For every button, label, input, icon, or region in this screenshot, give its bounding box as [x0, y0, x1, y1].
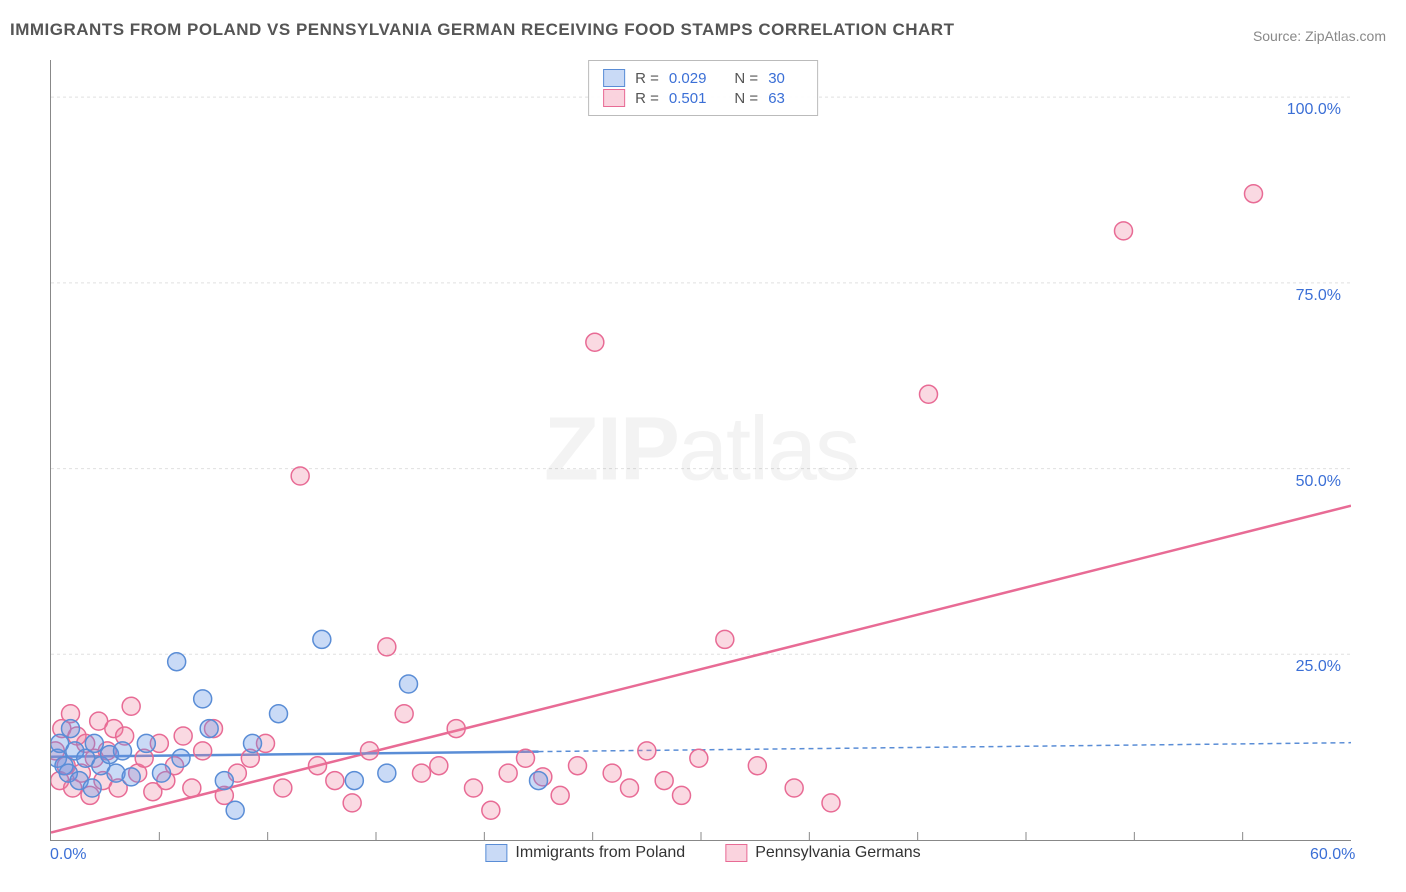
y-tick-label: 75.0%: [1296, 287, 1341, 305]
source-attribution: Source: ZipAtlas.com: [1253, 28, 1386, 44]
chart-title: IMMIGRANTS FROM POLAND VS PENNSYLVANIA G…: [10, 20, 954, 40]
stats-legend: R =0.029 N =30 R =0.501 N =63: [588, 60, 818, 116]
plot-area: ZIPatlas 25.0%50.0%75.0%100.0%: [50, 60, 1351, 841]
y-tick-label: 100.0%: [1287, 101, 1341, 119]
series-legend: Immigrants from Poland Pennsylvania Germa…: [485, 844, 920, 862]
stats-legend-row: R =0.501 N =63: [603, 89, 803, 107]
series-legend-item: Pennsylvania Germans: [725, 844, 920, 862]
stats-legend-row: R =0.029 N =30: [603, 69, 803, 87]
x-tick-label: 0.0%: [50, 846, 86, 864]
x-tick-label: 60.0%: [1310, 846, 1355, 864]
series-legend-item: Immigrants from Poland: [485, 844, 685, 862]
plot-svg: [51, 60, 1351, 840]
y-tick-label: 25.0%: [1296, 658, 1341, 676]
y-tick-label: 50.0%: [1296, 473, 1341, 491]
chart-container: IMMIGRANTS FROM POLAND VS PENNSYLVANIA G…: [0, 0, 1406, 892]
